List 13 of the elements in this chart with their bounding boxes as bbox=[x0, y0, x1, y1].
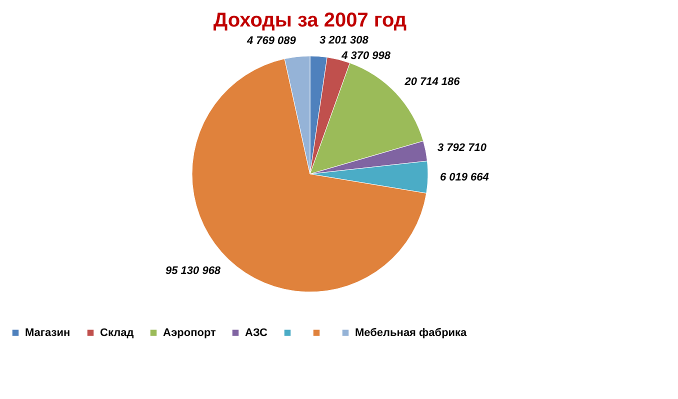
legend-label: Мебельная фабрика bbox=[355, 326, 468, 339]
data-label: 3 792 710 bbox=[437, 142, 488, 154]
data-label: 4 769 089 bbox=[246, 34, 297, 47]
data-label: 20 714 186 bbox=[404, 76, 461, 88]
data-label: 6 019 664 bbox=[440, 172, 489, 184]
legend-label: АЗС bbox=[245, 326, 268, 339]
chart-title: Доходы за 2007 год bbox=[213, 9, 407, 32]
legend-label: Аэропорт bbox=[163, 326, 217, 339]
data-label: 95 130 968 bbox=[165, 265, 222, 278]
data-label: 3 201 308 bbox=[319, 34, 370, 46]
data-label: 4 370 998 bbox=[340, 50, 392, 62]
legend-label: Склад bbox=[100, 326, 134, 339]
legend-label: Магазин bbox=[25, 326, 70, 339]
